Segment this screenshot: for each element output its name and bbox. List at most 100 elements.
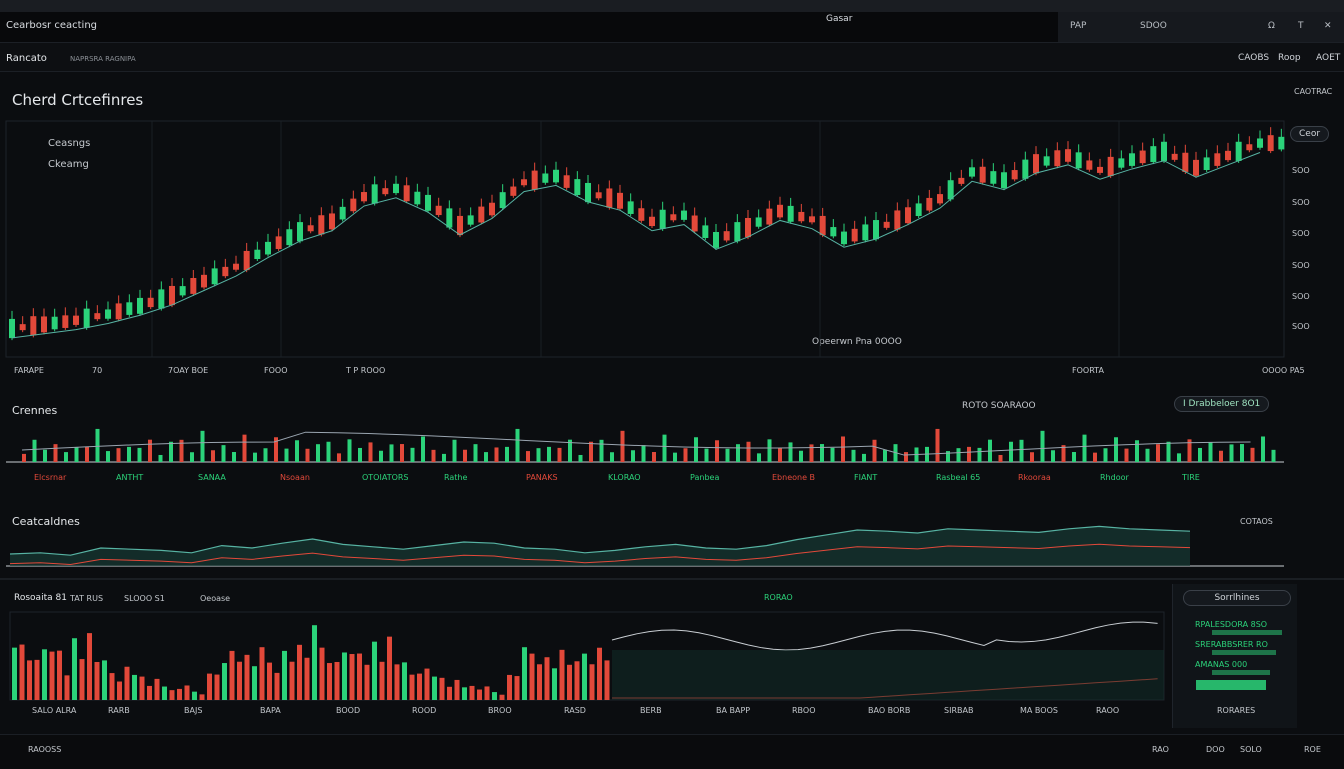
- footer-item-2[interactable]: DOO: [1206, 745, 1225, 754]
- bottom-area: [612, 650, 1164, 700]
- volume-bar: [1009, 441, 1013, 462]
- footer-item-1[interactable]: RAO: [1152, 745, 1169, 754]
- volume-bar: [116, 448, 121, 462]
- volume-bar: [820, 444, 824, 462]
- workspace-label[interactable]: Rancato: [6, 53, 47, 64]
- volume-bar: [683, 448, 688, 462]
- volume-label: PANAKS: [526, 473, 558, 482]
- main-candle-body: [222, 266, 229, 277]
- main-candle-body: [9, 318, 15, 339]
- main-candle-body: [905, 207, 911, 224]
- toolbar-item-3[interactable]: AOET: [1316, 53, 1341, 63]
- main-candle-body: [1086, 160, 1093, 170]
- main-candle-body: [329, 213, 335, 230]
- toolbar-item-2[interactable]: Roop: [1278, 53, 1301, 63]
- bottom-bar: [514, 676, 520, 700]
- volume-bar: [53, 444, 58, 462]
- main-candle-body: [446, 208, 453, 228]
- main-candle-body: [307, 225, 314, 232]
- bottom-bar: [454, 679, 460, 700]
- system-bar: [0, 0, 1344, 12]
- main-candle-body: [798, 211, 805, 222]
- bottom-x-tick: MA BOOS: [1020, 706, 1058, 715]
- toolbar-item-1[interactable]: CAOBS: [1238, 53, 1270, 63]
- main-y-tick: SOO: [1292, 166, 1310, 175]
- main-candle-body: [563, 175, 570, 188]
- main-candle-body: [627, 201, 634, 214]
- footer: RAOOSS RAO DOO SOLO ROE: [0, 734, 1344, 769]
- side-panel-bar: [1212, 670, 1270, 675]
- volume-label: Rhdoor: [1100, 473, 1129, 482]
- bottom-bar: [34, 659, 40, 700]
- bottom-x-tick: BOOD: [336, 706, 361, 715]
- bottom-bar: [499, 694, 505, 700]
- main-x-tick: T P ROOO: [346, 366, 386, 375]
- bottom-x-tick: SIRBAB: [944, 706, 974, 715]
- main-candle-body: [105, 309, 111, 319]
- volume-bar: [295, 440, 299, 462]
- window-control-3[interactable]: Ω: [1268, 21, 1275, 31]
- bottom-bar: [327, 663, 332, 700]
- volume-bar: [389, 444, 394, 462]
- window-control-4[interactable]: T: [1298, 21, 1304, 31]
- main-candle-body: [617, 192, 623, 209]
- close-icon[interactable]: ✕: [1324, 21, 1332, 31]
- main-candle-body: [734, 222, 741, 242]
- bottom-title-sub: TAT RUS: [70, 594, 104, 603]
- bottom-bar: [274, 672, 280, 700]
- bottom-bar: [72, 638, 77, 700]
- bottom-bar: [237, 661, 242, 700]
- main-y-tick: SOO: [1292, 229, 1310, 238]
- main-candle-body: [1065, 149, 1071, 162]
- main-candle-body: [1225, 150, 1231, 161]
- bottom-bar: [154, 678, 160, 700]
- volume-bar: [400, 444, 404, 462]
- volume-bar: [158, 454, 163, 462]
- footer-item-3[interactable]: SOLO: [1240, 745, 1262, 754]
- main-candle-body: [115, 303, 122, 320]
- bottom-bar: [117, 681, 122, 700]
- volume-bar: [1030, 452, 1034, 462]
- window-control-2[interactable]: SDOO: [1140, 21, 1167, 31]
- main-candle-body: [595, 192, 602, 199]
- main-x-tick: FARAPE: [14, 366, 44, 375]
- bottom-bar: [132, 674, 137, 700]
- main-candle-body: [73, 315, 79, 325]
- main-chart-pill[interactable]: Ceor: [1290, 126, 1330, 142]
- main-candle-body: [649, 216, 655, 227]
- volume-overlay-line: [21, 431, 1251, 456]
- main-candle-body: [382, 188, 389, 195]
- volume-bar: [568, 439, 572, 462]
- volume-bar: [43, 449, 47, 462]
- main-candle-body: [521, 179, 527, 186]
- volume-bar: [148, 439, 152, 462]
- footer-item-4[interactable]: ROE: [1304, 745, 1321, 754]
- main-candle-body: [297, 222, 303, 242]
- side-panel-pill[interactable]: Sorrlhines: [1183, 590, 1291, 606]
- main-candle-body: [371, 184, 378, 204]
- volume-bar: [715, 440, 719, 462]
- main-candle-body: [1214, 153, 1221, 166]
- main-candle-body: [30, 316, 37, 336]
- main-candle-body: [1011, 170, 1018, 180]
- bottom-bar: [109, 673, 115, 700]
- volume-bar: [484, 452, 488, 462]
- bottom-bar: [432, 676, 437, 700]
- volume-bar: [452, 439, 457, 462]
- volume-bar: [967, 446, 971, 462]
- volume-bar: [1271, 449, 1276, 462]
- volume-pill[interactable]: I Drabbeloer 8O1: [1174, 396, 1270, 412]
- bottom-bar: [312, 625, 317, 700]
- bottom-bar: [552, 668, 557, 700]
- volume-bar: [1187, 439, 1192, 462]
- bottom-bar: [27, 660, 32, 700]
- bottom-x-tick: ROOD: [412, 706, 437, 715]
- main-candle-body: [361, 192, 367, 202]
- volume-bar: [253, 452, 257, 462]
- volume-center-label: ROTO SOARAOO: [962, 401, 1036, 411]
- main-candle-body: [19, 324, 26, 331]
- bottom-title-sub3: Oeoase: [200, 594, 231, 603]
- bottom-bar: [139, 676, 145, 700]
- window-control-1[interactable]: PAP: [1070, 21, 1087, 31]
- bottom-bar: [207, 673, 212, 700]
